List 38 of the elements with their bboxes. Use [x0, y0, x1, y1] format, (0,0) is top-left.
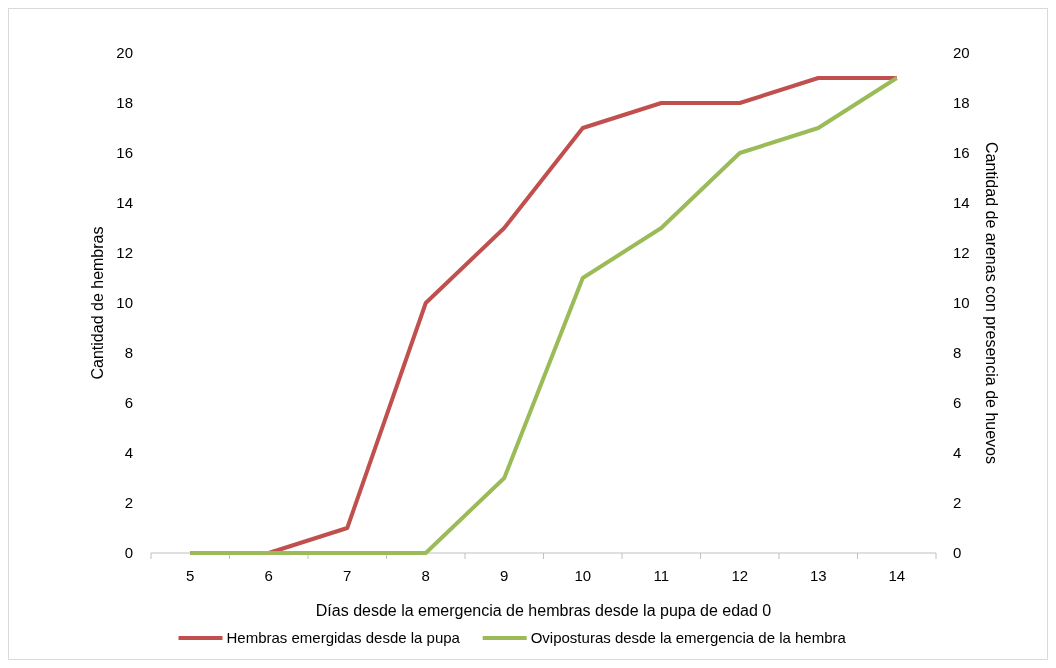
x-axis-title: Días desde la emergencia de hembras desde la pupa de edad 0	[315, 602, 772, 619]
y-tick-label: 2	[124, 494, 133, 511]
y2-tick-label: 18	[953, 94, 970, 111]
x-tick-label: 9	[500, 567, 509, 584]
y-tick-label: 20	[116, 44, 133, 61]
x-tick-label: 6	[264, 567, 273, 584]
x-tick-label: 11	[653, 567, 670, 584]
y2-axis-title: Cantidad de arenas con presencia de huevos	[983, 142, 1000, 464]
line-series	[188, 76, 899, 555]
x-tick-label: 10	[574, 567, 592, 584]
y2-tick-label: 4	[953, 444, 962, 461]
legend-label: Oviposturas desde la emergencia de la hembra	[530, 629, 847, 646]
y2-tick-label: 16	[953, 144, 970, 161]
legend-label: Hembras emergidas desde la pupa	[226, 629, 461, 646]
y-tick-label: 16	[116, 144, 133, 161]
y2-tick-label: 12	[953, 244, 970, 261]
x-tick-label: 8	[421, 567, 430, 584]
y2-tick-label: 20	[953, 44, 970, 61]
y2-tick-label: 14	[953, 194, 970, 211]
y-tick-label: 18	[116, 94, 133, 111]
y2-tick-label: 2	[953, 494, 962, 511]
y-tick-label: 8	[124, 344, 133, 361]
x-tick-label: 13	[809, 567, 827, 584]
y-tick-label: 12	[116, 244, 133, 261]
y-tick-label: 0	[124, 544, 133, 561]
y-tick-label: 4	[124, 444, 133, 461]
y2-tick-label: 10	[953, 294, 970, 311]
y-tick-label: 14	[116, 194, 133, 211]
x-tick-label: 5	[186, 567, 195, 584]
y2-tick-label: 6	[953, 394, 962, 411]
y-tick-label: 10	[116, 294, 133, 311]
x-tick-label: 7	[343, 567, 352, 584]
x-tick-label: 14	[888, 567, 906, 584]
y2-tick-label: 0	[953, 544, 962, 561]
x-tick-label: 12	[731, 567, 749, 584]
y2-tick-label: 8	[953, 344, 962, 361]
y-tick-label: 6	[124, 394, 133, 411]
y-axis-title: Cantidad de hembras	[89, 226, 106, 380]
